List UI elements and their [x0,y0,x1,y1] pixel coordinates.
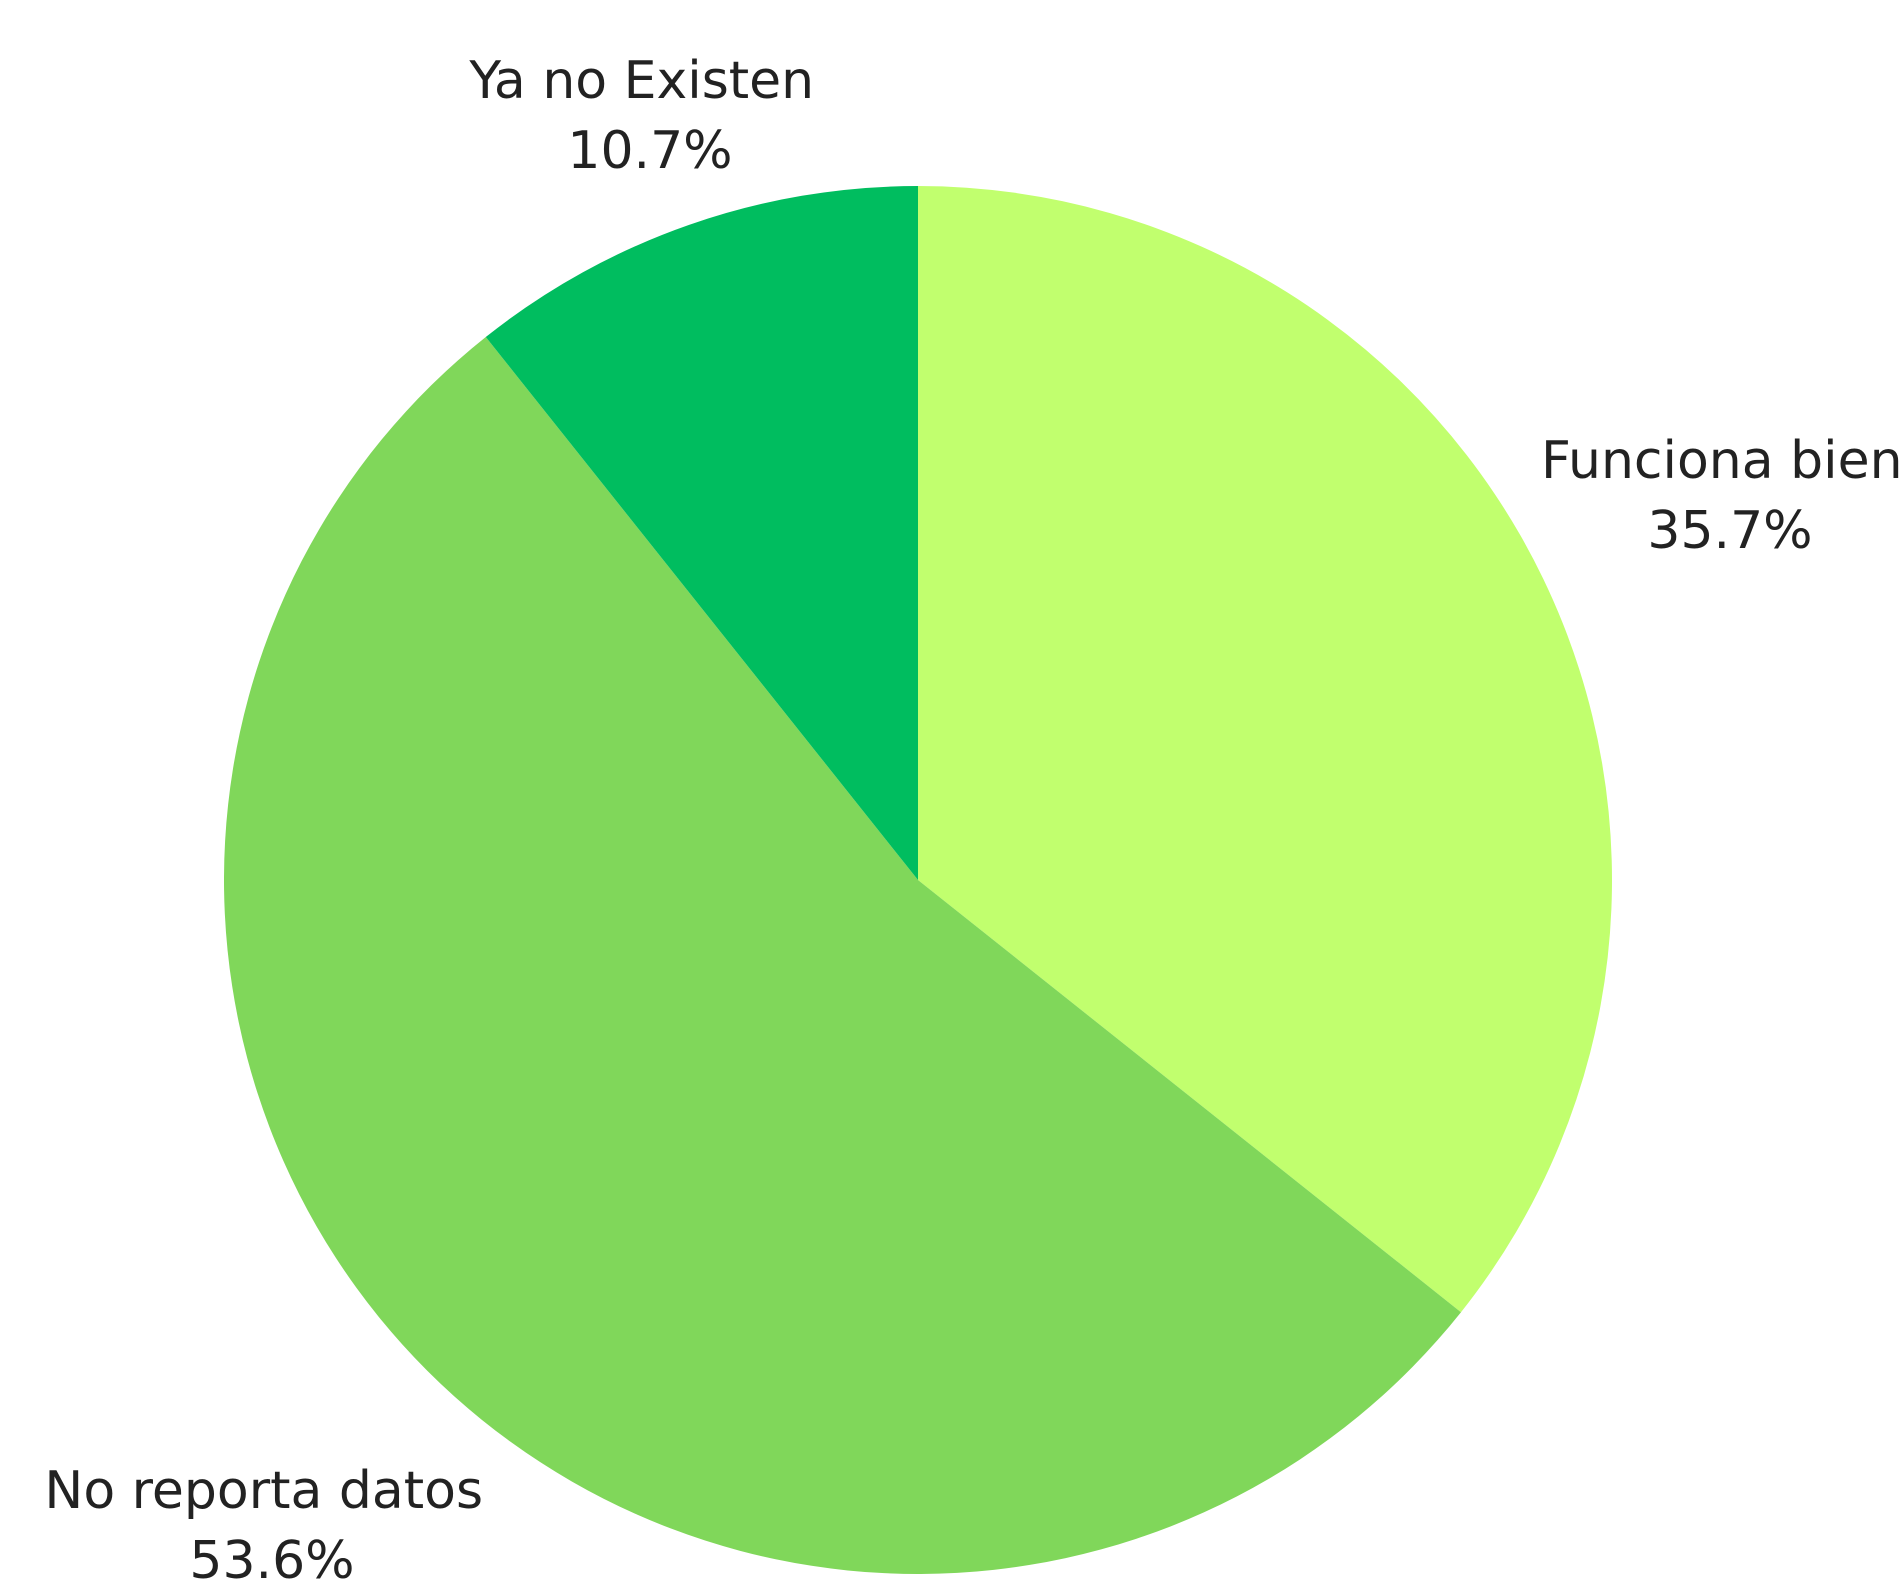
pie-slices [223,186,1612,1575]
slice-label-no-reporta-datos: No reporta datos 53.6% [44,1461,499,1584]
pie-labels: Funciona bien 35.7% No reporta datos 53.… [44,51,1904,1584]
pie-slice-no-reporta-datos [223,337,1461,1575]
pie-slice-ya-no-existen [485,186,918,880]
pie-slice-funciona-bien [918,186,1612,1313]
slice-label-ya-no-existen: Ya no Existen 10.7% [468,51,830,181]
slice-label-funciona-bien: Funciona bien 35.7% [1541,431,1904,561]
